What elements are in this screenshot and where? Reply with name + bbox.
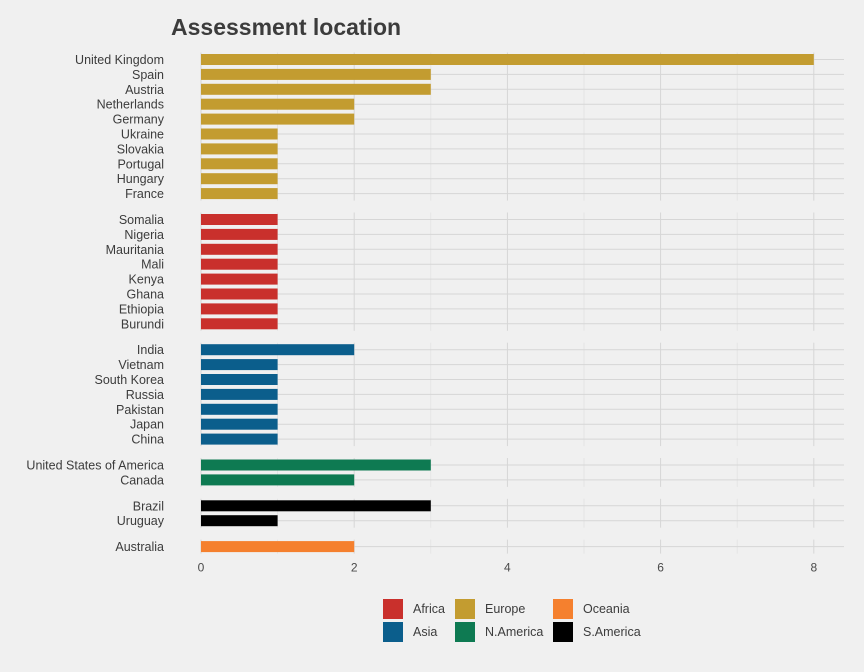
legend-label: S.America	[583, 625, 641, 639]
y-tick-label: Burundi	[121, 317, 164, 331]
y-tick-label: Spain	[132, 68, 164, 82]
bar	[201, 128, 278, 140]
bar	[201, 500, 431, 512]
legend-swatch	[383, 622, 403, 642]
y-tick-label: Netherlands	[97, 98, 164, 112]
y-tick-label: Vietnam	[118, 358, 164, 372]
legend-swatch	[383, 599, 403, 619]
y-tick-label: Japan	[130, 418, 164, 432]
legend-item: Africa	[383, 599, 455, 619]
x-tick-label: 0	[198, 561, 205, 575]
legend-label: Oceania	[583, 602, 630, 616]
x-tick-label: 6	[657, 561, 664, 575]
legend-label: Asia	[413, 625, 438, 639]
x-tick-label: 4	[504, 561, 511, 575]
legend-label: Africa	[413, 602, 445, 616]
legend-item: Asia	[383, 622, 455, 642]
x-tick-label: 2	[351, 561, 358, 575]
bar	[201, 433, 278, 445]
bar	[201, 98, 355, 110]
y-tick-label: Ukraine	[121, 128, 164, 142]
bar	[201, 374, 278, 385]
y-tick-label: Austria	[125, 83, 164, 97]
bar	[201, 541, 355, 553]
y-tick-label: Mauritania	[106, 243, 164, 257]
legend-item: S.America	[553, 622, 653, 642]
bar	[201, 418, 278, 430]
legend-label: Europe	[485, 602, 526, 616]
y-tick-label: Somalia	[119, 213, 164, 227]
y-tick-label: Brazil	[133, 499, 164, 513]
bar	[201, 158, 278, 170]
y-tick-label: United Kingdom	[75, 53, 164, 67]
y-tick-label: France	[125, 187, 164, 201]
legend: Africa Europe Oceania Asia N.America S.A…	[383, 599, 653, 642]
legend-swatch	[553, 599, 573, 619]
bar	[201, 403, 278, 415]
y-tick-label: Ethiopia	[119, 302, 164, 316]
y-tick-label: Uruguay	[117, 514, 165, 528]
bar	[201, 474, 355, 486]
bar	[201, 273, 278, 285]
bar	[201, 83, 431, 95]
x-tick-label: 8	[810, 561, 817, 575]
legend-label: N.America	[485, 625, 544, 639]
y-tick-label: Kenya	[129, 273, 164, 287]
legend-swatch	[455, 599, 475, 619]
y-tick-label: Australia	[115, 540, 164, 554]
y-tick-label: India	[137, 343, 164, 357]
bar	[201, 344, 355, 356]
bar	[201, 68, 431, 80]
y-tick-label: Pakistan	[116, 403, 164, 417]
bar	[201, 214, 278, 225]
bar	[201, 173, 278, 185]
y-tick-label: South Korea	[95, 373, 165, 387]
bar	[201, 303, 278, 315]
chart-title: Assessment location	[171, 14, 402, 40]
y-tick-label: Russia	[126, 388, 164, 402]
bar	[201, 258, 278, 270]
y-tick-label: Canada	[120, 473, 164, 487]
legend-item: Oceania	[553, 599, 653, 619]
bar	[201, 318, 278, 330]
bar	[201, 359, 278, 371]
bar	[201, 515, 278, 527]
y-tick-label: United States of America	[26, 459, 164, 473]
bar	[201, 143, 278, 155]
plot-area: United KingdomSpainAustriaNetherlandsGer…	[26, 52, 844, 575]
y-tick-label: Germany	[113, 113, 165, 127]
y-tick-label: China	[131, 433, 164, 447]
legend-swatch	[553, 622, 573, 642]
y-tick-label: Slovakia	[117, 142, 164, 156]
y-tick-label: Portugal	[117, 157, 164, 171]
bar	[201, 288, 278, 300]
legend-swatch	[455, 622, 475, 642]
bar	[201, 459, 431, 471]
bar	[201, 188, 278, 200]
legend-item: Europe	[455, 599, 553, 619]
legend-item: N.America	[455, 622, 553, 642]
y-tick-label: Ghana	[126, 288, 164, 302]
bar	[201, 243, 278, 255]
bar	[201, 54, 814, 65]
y-tick-label: Nigeria	[124, 228, 164, 242]
y-tick-label: Hungary	[117, 172, 165, 186]
bar	[201, 388, 278, 400]
bar	[201, 228, 278, 240]
bar	[201, 113, 355, 125]
y-tick-label: Mali	[141, 258, 164, 272]
